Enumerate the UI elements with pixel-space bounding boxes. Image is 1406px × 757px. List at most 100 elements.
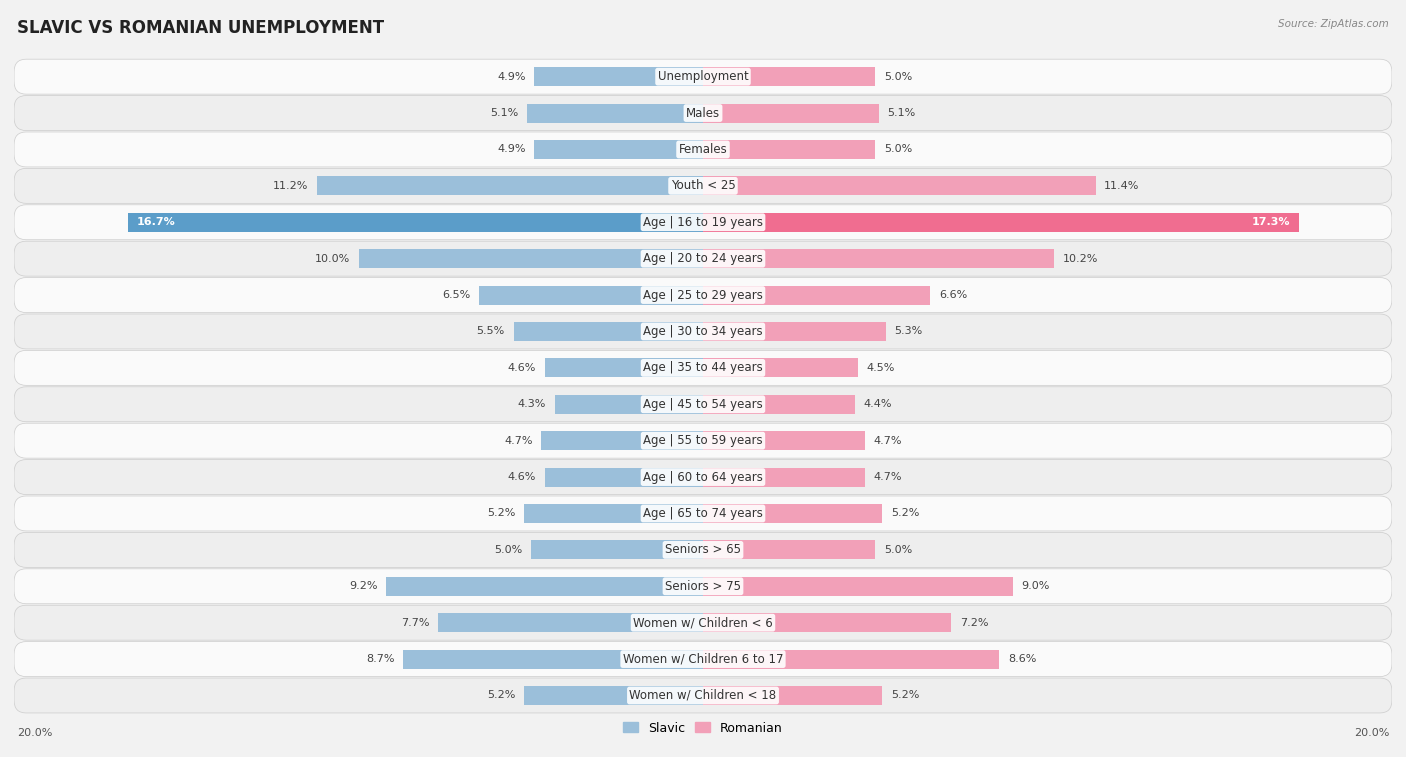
Bar (527, 104, 703, 123)
Bar (703, 613, 950, 632)
Bar (703, 213, 1299, 232)
Text: Age | 65 to 74 years: Age | 65 to 74 years (643, 507, 763, 520)
Text: 5.2%: 5.2% (891, 690, 920, 700)
Text: 11.4%: 11.4% (1104, 181, 1140, 191)
Text: Females: Females (679, 143, 727, 156)
FancyBboxPatch shape (14, 241, 1392, 276)
Text: SLAVIC VS ROMANIAN UNEMPLOYMENT: SLAVIC VS ROMANIAN UNEMPLOYMENT (17, 19, 384, 37)
Bar (703, 249, 1054, 268)
FancyBboxPatch shape (14, 532, 1392, 567)
Bar (544, 468, 703, 487)
Text: 4.5%: 4.5% (866, 363, 896, 373)
Text: 4.7%: 4.7% (873, 436, 903, 446)
Bar (703, 285, 931, 304)
FancyBboxPatch shape (14, 642, 1392, 677)
Bar (703, 395, 855, 414)
Text: Age | 30 to 34 years: Age | 30 to 34 years (643, 325, 763, 338)
Text: 17.3%: 17.3% (1251, 217, 1291, 227)
Text: Age | 55 to 59 years: Age | 55 to 59 years (643, 435, 763, 447)
Bar (555, 395, 703, 414)
Text: 4.3%: 4.3% (517, 399, 547, 410)
Text: Source: ZipAtlas.com: Source: ZipAtlas.com (1278, 19, 1389, 29)
Bar (524, 504, 703, 523)
Bar (703, 650, 1000, 668)
Bar (703, 140, 875, 159)
FancyBboxPatch shape (14, 205, 1392, 240)
Bar (703, 468, 865, 487)
Text: 10.0%: 10.0% (315, 254, 350, 263)
Bar (534, 67, 703, 86)
Text: 5.0%: 5.0% (884, 545, 912, 555)
FancyBboxPatch shape (14, 350, 1392, 385)
Text: 4.9%: 4.9% (498, 72, 526, 82)
Text: Age | 35 to 44 years: Age | 35 to 44 years (643, 361, 763, 375)
Text: Males: Males (686, 107, 720, 120)
Text: 20.0%: 20.0% (1354, 728, 1389, 738)
FancyBboxPatch shape (14, 496, 1392, 531)
Bar (524, 686, 703, 705)
Text: Age | 25 to 29 years: Age | 25 to 29 years (643, 288, 763, 301)
Bar (531, 540, 703, 559)
Text: 4.7%: 4.7% (503, 436, 533, 446)
Text: Women w/ Children < 18: Women w/ Children < 18 (630, 689, 776, 702)
Text: 7.7%: 7.7% (401, 618, 429, 628)
Text: Age | 45 to 54 years: Age | 45 to 54 years (643, 397, 763, 411)
FancyBboxPatch shape (14, 59, 1392, 94)
Text: 4.7%: 4.7% (873, 472, 903, 482)
Bar (128, 213, 703, 232)
Bar (703, 104, 879, 123)
FancyBboxPatch shape (14, 605, 1392, 640)
FancyBboxPatch shape (14, 569, 1392, 604)
Bar (387, 577, 703, 596)
FancyBboxPatch shape (14, 423, 1392, 458)
Text: Women w/ Children 6 to 17: Women w/ Children 6 to 17 (623, 653, 783, 665)
Text: 5.2%: 5.2% (486, 690, 515, 700)
Text: 20.0%: 20.0% (17, 728, 52, 738)
Text: 5.2%: 5.2% (891, 509, 920, 519)
Text: 11.2%: 11.2% (273, 181, 308, 191)
Text: 10.2%: 10.2% (1063, 254, 1098, 263)
FancyBboxPatch shape (14, 132, 1392, 167)
Text: Youth < 25: Youth < 25 (671, 179, 735, 192)
Text: 5.0%: 5.0% (494, 545, 522, 555)
Text: 5.0%: 5.0% (884, 72, 912, 82)
FancyBboxPatch shape (14, 314, 1392, 349)
Bar (541, 431, 703, 450)
Bar (534, 140, 703, 159)
Text: 8.6%: 8.6% (1008, 654, 1036, 664)
Bar (359, 249, 703, 268)
Text: 6.6%: 6.6% (939, 290, 967, 300)
Text: 4.9%: 4.9% (498, 145, 526, 154)
Bar (544, 358, 703, 377)
Legend: Slavic, Romanian: Slavic, Romanian (619, 717, 787, 740)
Text: 8.7%: 8.7% (366, 654, 395, 664)
Bar (703, 431, 865, 450)
FancyBboxPatch shape (14, 95, 1392, 130)
Bar (479, 285, 703, 304)
FancyBboxPatch shape (14, 168, 1392, 204)
Text: Seniors > 65: Seniors > 65 (665, 544, 741, 556)
Text: Unemployment: Unemployment (658, 70, 748, 83)
Text: 5.1%: 5.1% (887, 108, 915, 118)
Text: Age | 60 to 64 years: Age | 60 to 64 years (643, 471, 763, 484)
FancyBboxPatch shape (14, 459, 1392, 494)
FancyBboxPatch shape (14, 387, 1392, 422)
Text: 4.6%: 4.6% (508, 472, 536, 482)
Bar (703, 322, 886, 341)
Bar (703, 176, 1095, 195)
Text: Women w/ Children < 6: Women w/ Children < 6 (633, 616, 773, 629)
Bar (703, 577, 1012, 596)
Bar (437, 613, 703, 632)
Text: 5.1%: 5.1% (491, 108, 519, 118)
FancyBboxPatch shape (14, 278, 1392, 313)
Bar (703, 67, 875, 86)
Bar (703, 504, 882, 523)
Bar (404, 650, 703, 668)
Text: 7.2%: 7.2% (960, 618, 988, 628)
Bar (703, 686, 882, 705)
Text: 5.2%: 5.2% (486, 509, 515, 519)
Text: 16.7%: 16.7% (136, 217, 176, 227)
Text: Age | 20 to 24 years: Age | 20 to 24 years (643, 252, 763, 265)
Text: 9.0%: 9.0% (1022, 581, 1050, 591)
Text: Age | 16 to 19 years: Age | 16 to 19 years (643, 216, 763, 229)
